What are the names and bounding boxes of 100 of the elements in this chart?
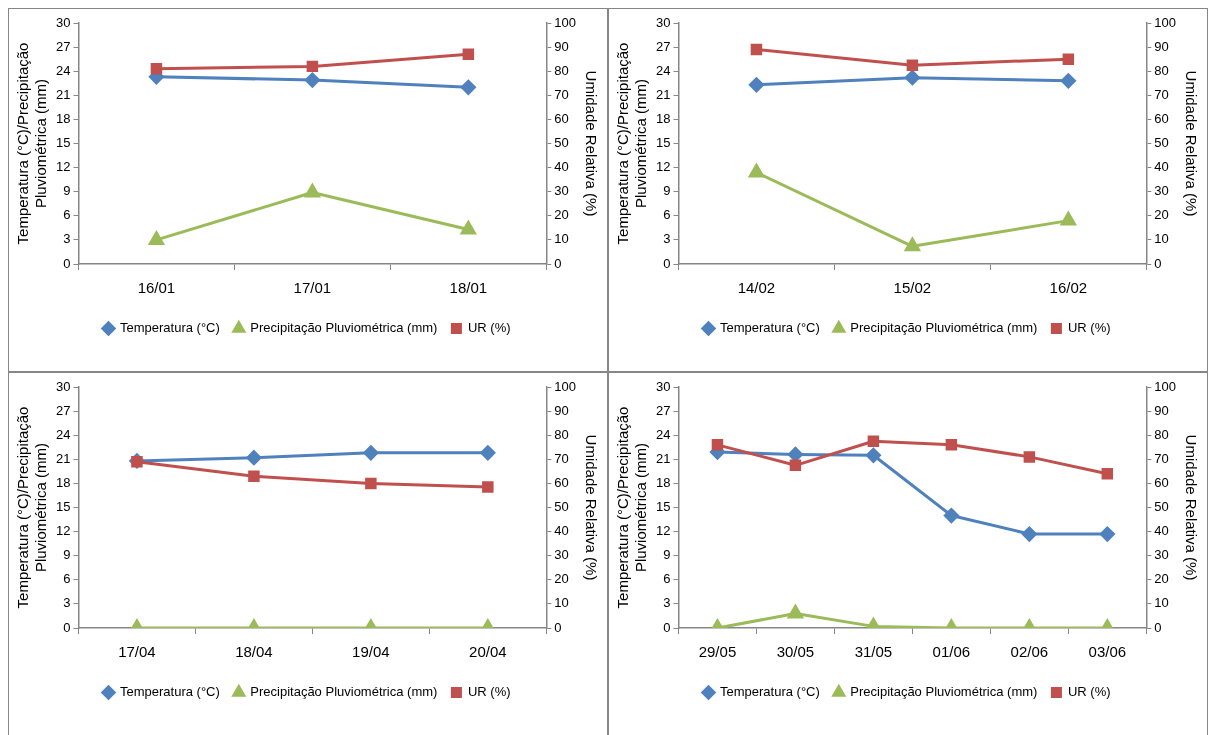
y-tick-label: 15 [55, 499, 71, 515]
x-tick-label: 20/04 [469, 643, 507, 661]
legend-label: Temperatura (°C) [119, 684, 220, 700]
y2-tick-label: 10 [1154, 595, 1169, 611]
y2-tick-label: 20 [1154, 207, 1169, 223]
legend-label: Precipitação Pluviométrica (mm) [250, 684, 438, 700]
y2-tick-label: 60 [554, 110, 569, 126]
legend-label: Precipitação Pluviométrica (mm) [850, 320, 1038, 336]
legend-label: UR (%) [467, 320, 511, 336]
y-tick-label: 3 [663, 231, 671, 247]
y-tick-label: 0 [663, 255, 671, 271]
y2-tick-label: 100 [554, 378, 577, 394]
y2-tick-label: 0 [1154, 619, 1162, 635]
y-tick-label: 21 [55, 86, 71, 102]
y2-tick-label: 80 [1154, 62, 1169, 78]
y-axis-title: Temperatura (°C)/Precipitação Pluviométrica (mm) [14, 42, 50, 245]
x-tick-label: 17/04 [118, 643, 156, 661]
y-tick-label: 6 [663, 207, 671, 223]
y-tick-label: 0 [663, 619, 671, 635]
y-axis-title: Temperatura (°C)/Precipitação Pluviométrica (mm) [14, 406, 50, 609]
y2-tick-label: 0 [1154, 255, 1162, 271]
y-tick-label: 30 [655, 14, 671, 30]
legend-label: Temperatura (°C) [719, 684, 820, 700]
x-tick-label: 31/05 [854, 643, 893, 661]
y-tick-label: 12 [655, 523, 671, 539]
y-tick-label: 18 [655, 474, 671, 490]
y-tick-label: 18 [55, 110, 71, 126]
y-tick-label: 3 [63, 595, 71, 611]
x-tick-label: 19/04 [352, 643, 390, 661]
y2-tick-label: 50 [554, 499, 569, 515]
y2-tick-label: 100 [554, 14, 577, 30]
y2-tick-label: 90 [554, 402, 569, 418]
y-tick-label: 3 [663, 595, 671, 611]
y-tick-label: 9 [663, 547, 671, 563]
y2-tick-label: 50 [554, 135, 569, 151]
y-tick-label: 6 [63, 571, 71, 587]
y-tick-label: 30 [55, 378, 71, 394]
x-tick-label: 16/02 [1049, 279, 1088, 297]
x-tick-label: 15/02 [893, 279, 932, 297]
y2-tick-label: 30 [1154, 547, 1169, 563]
y2-tick-label: 40 [1154, 159, 1169, 175]
legend-label: Temperatura (°C) [119, 320, 220, 336]
legend-label: Temperatura (°C) [719, 320, 820, 336]
y2-tick-label: 80 [1154, 426, 1169, 442]
y-tick-label: 24 [55, 426, 71, 442]
y2-tick-label: 40 [554, 523, 569, 539]
y-tick-label: 27 [655, 38, 671, 54]
x-tick-label: 01/06 [932, 643, 971, 661]
y2-tick-label: 10 [554, 595, 569, 611]
y2-tick-label: 30 [554, 183, 569, 199]
x-tick-label: 03/06 [1088, 643, 1127, 661]
y2-tick-label: 100 [1154, 14, 1177, 30]
y2-tick-label: 50 [1154, 499, 1169, 515]
y2-tick-label: 70 [554, 86, 569, 102]
y2-tick-label: 30 [554, 547, 569, 563]
y-tick-label: 6 [63, 207, 71, 223]
y-tick-label: 18 [655, 110, 671, 126]
y-tick-label: 30 [55, 14, 71, 30]
y-tick-label: 21 [655, 86, 671, 102]
y-tick-label: 15 [655, 499, 671, 515]
legend-label: Precipitação Pluviométrica (mm) [850, 684, 1038, 700]
y2-axis-title: Umidade Relativa (%) [1182, 434, 1200, 581]
y-tick-label: 21 [655, 450, 671, 466]
y2-tick-label: 10 [554, 231, 569, 247]
legend-label: UR (%) [1067, 320, 1111, 336]
y2-tick-label: 60 [554, 474, 569, 490]
y2-tick-label: 20 [554, 571, 569, 587]
y2-tick-label: 80 [554, 62, 569, 78]
y2-tick-label: 20 [554, 207, 569, 223]
y2-tick-label: 10 [1154, 231, 1169, 247]
y-tick-label: 27 [55, 402, 71, 418]
y-tick-label: 12 [655, 159, 671, 175]
x-tick-label: 02/06 [1010, 643, 1049, 661]
y-tick-label: 24 [55, 62, 71, 78]
y2-tick-label: 0 [554, 619, 562, 635]
y2-tick-label: 70 [554, 450, 569, 466]
y-tick-label: 9 [663, 183, 671, 199]
y2-tick-label: 90 [1154, 402, 1169, 418]
y-tick-label: 12 [55, 159, 71, 175]
y-axis-title: Temperatura (°C)/Precipitação Pluviométrica (mm) [614, 42, 650, 245]
y-tick-label: 15 [55, 135, 71, 151]
y-tick-label: 30 [655, 378, 671, 394]
x-tick-label: 18/04 [235, 643, 273, 661]
y-tick-label: 0 [63, 255, 71, 271]
y2-tick-label: 80 [554, 426, 569, 442]
y2-tick-label: 0 [554, 255, 562, 271]
y-tick-label: 24 [655, 426, 671, 442]
y2-tick-label: 60 [1154, 474, 1169, 490]
y-tick-label: 21 [55, 450, 71, 466]
y2-axis-title: Umidade Relativa (%) [1182, 70, 1200, 217]
y-tick-label: 15 [655, 135, 671, 151]
y2-tick-label: 30 [1154, 183, 1169, 199]
y2-tick-label: 40 [554, 159, 569, 175]
y-tick-label: 9 [63, 547, 71, 563]
y2-axis-title: Umidade Relativa (%) [582, 70, 600, 217]
x-tick-label: 14/02 [737, 279, 776, 297]
x-tick-label: 29/05 [698, 643, 737, 661]
legend-label: UR (%) [467, 684, 511, 700]
x-tick-label: 30/05 [776, 643, 815, 661]
y2-tick-label: 40 [1154, 523, 1169, 539]
